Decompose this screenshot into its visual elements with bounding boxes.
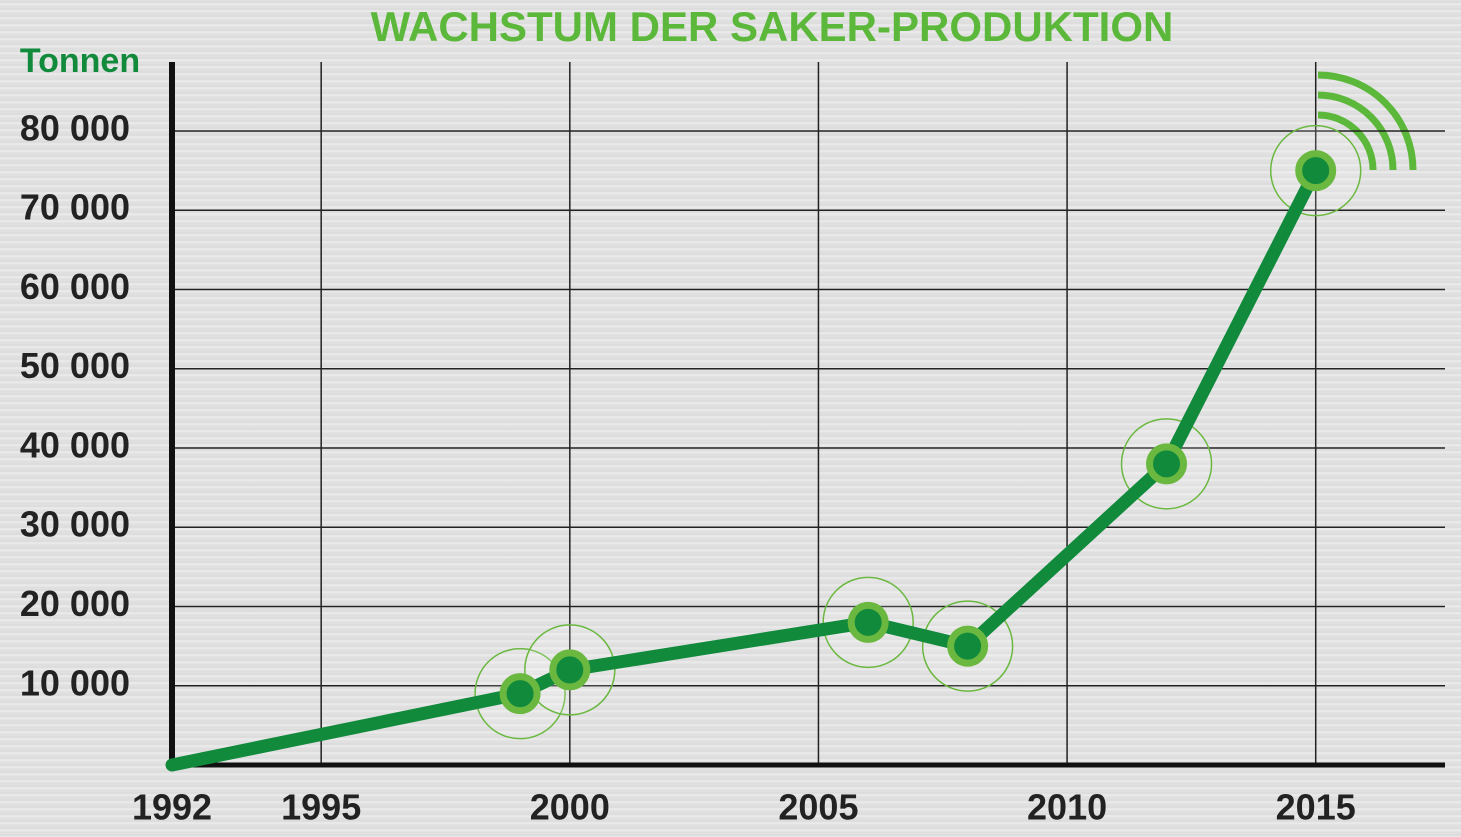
marker (503, 677, 537, 711)
y-tick-label: 10 000 (20, 662, 130, 703)
marker (553, 653, 587, 687)
x-tick-label: 2005 (778, 787, 858, 828)
y-tick-label: 50 000 (20, 345, 130, 386)
y-tick-label: 70 000 (20, 187, 130, 228)
y-tick-label: 80 000 (20, 107, 130, 148)
y-tick-label: 60 000 (20, 266, 130, 307)
marker (1299, 154, 1333, 188)
x-tick-label: 2015 (1276, 787, 1356, 828)
chart-title: WACHSTUM DER SAKER-PRODUKTION (371, 3, 1174, 50)
marker (1150, 447, 1184, 481)
y-axis-label: Tonnen (20, 42, 140, 80)
y-tick-label: 20 000 (20, 583, 130, 624)
y-tick-label: 40 000 (20, 424, 130, 465)
y-tick-label: 30 000 (20, 504, 130, 545)
x-tick-label: 1995 (281, 787, 361, 828)
marker (951, 629, 985, 663)
x-tick-label: 2010 (1027, 787, 1107, 828)
marker (851, 605, 885, 639)
x-tick-label: 2000 (530, 787, 610, 828)
x-tick-label: 1992 (132, 787, 212, 828)
chart: WACHSTUM DER SAKER-PRODUKTION Tonnen 10 … (0, 0, 1461, 837)
page: {"chart_data": {"type": "line", "title":… (0, 0, 1461, 837)
